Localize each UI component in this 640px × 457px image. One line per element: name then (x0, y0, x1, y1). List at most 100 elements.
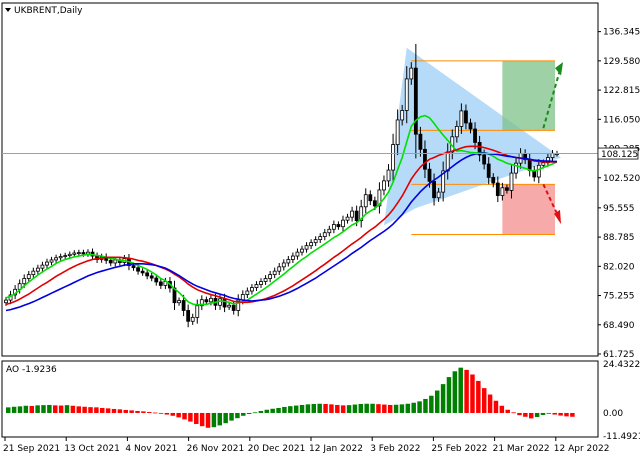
candle-body (245, 290, 250, 295)
candle-body (354, 210, 359, 222)
candle-body (336, 224, 341, 228)
candle-body (26, 274, 31, 279)
candle-body (514, 162, 518, 174)
candle-body (445, 151, 450, 172)
ao-bar (429, 395, 434, 413)
candle-body (491, 177, 496, 184)
ao-bar (276, 407, 281, 413)
candle-body (250, 287, 254, 292)
ao-bar (317, 403, 322, 413)
candle-body (195, 305, 200, 318)
ao-bar (358, 403, 364, 413)
ao-bar (505, 409, 510, 413)
candle-body (227, 304, 232, 308)
upside-target-zone (502, 60, 556, 131)
ao-bar (340, 405, 346, 413)
candle-body (204, 299, 209, 303)
ao-bar (105, 408, 111, 413)
ao-bar (117, 409, 123, 413)
ao-bar (305, 404, 311, 413)
ao-bar (53, 405, 58, 413)
candle-body (154, 277, 159, 283)
candle-body (236, 299, 241, 311)
ao-bar (534, 412, 540, 417)
price-tick-label: 75.255 (603, 292, 635, 302)
moving-averages (5, 114, 558, 312)
candle-body (382, 180, 386, 191)
price-tick-label: 122.815 (603, 86, 640, 96)
ao-bar (111, 408, 117, 413)
symbol-title: UKBRENT,Daily (5, 6, 83, 16)
candle-body (309, 242, 314, 247)
candle-body (67, 253, 72, 257)
candle-body (22, 278, 27, 285)
time-tick-label: 3 Feb 2022 (370, 444, 420, 454)
candle-body (149, 275, 154, 279)
ao-bar (423, 398, 428, 413)
indicator-title: AO -1.9236 (6, 365, 57, 375)
ao-bar (229, 412, 234, 421)
time-tick-label: 21 Mar 2022 (493, 444, 550, 454)
ao-bar (364, 403, 369, 413)
symbol-title-text: UKBRENT,Daily (14, 6, 83, 16)
time-tick-label: 12 Jan 2022 (309, 444, 363, 454)
down-arrow-head (554, 209, 562, 225)
ao-bar (528, 412, 534, 419)
ao-bar (123, 409, 129, 413)
price-tick-label: 82.020 (603, 262, 635, 272)
ao-bar (387, 404, 393, 413)
ao-bar (299, 404, 305, 413)
candle-body (209, 297, 213, 303)
candle-body (413, 67, 418, 135)
candle-body (536, 164, 541, 178)
candle-body (222, 298, 227, 308)
candle-body (436, 191, 441, 199)
candle-body (350, 210, 354, 218)
ao-bar (564, 412, 569, 417)
time-tick-label: 4 Nov 2021 (125, 444, 177, 454)
current-price-label: 108.125 (601, 150, 638, 160)
ao-bar (264, 409, 270, 413)
ao-bar (329, 404, 334, 413)
candle-body (76, 252, 81, 254)
ma-line-fast (5, 114, 558, 306)
candle-body (113, 259, 118, 264)
ao-bar (100, 407, 105, 413)
candle-body (231, 304, 236, 311)
ao-bar (323, 403, 328, 413)
candle-body (546, 157, 550, 164)
ao-bar (47, 404, 52, 413)
ao-bar (376, 404, 381, 413)
ao-bar (411, 402, 416, 413)
ao-bar (135, 410, 140, 413)
candle-body (4, 299, 8, 304)
ao-bar (194, 412, 199, 424)
ao-bar (476, 380, 481, 413)
candle-body (199, 299, 204, 307)
time-tick-label: 13 Oct 2021 (64, 444, 120, 454)
ao-bar (241, 412, 246, 416)
ao-bar (293, 405, 299, 413)
ao-bar (335, 404, 340, 413)
up-arrow-head (555, 62, 564, 76)
candle-body (313, 239, 318, 244)
candle-body (300, 248, 304, 253)
candle-body (441, 170, 446, 193)
ao-bar (288, 406, 293, 413)
ao-axis: 24.4322 0.00 -11.4921 (603, 360, 640, 442)
candle-body (81, 252, 86, 255)
ao-bar (546, 412, 552, 414)
candle-body (454, 126, 459, 138)
candle-body (509, 172, 514, 191)
candle-body (158, 281, 163, 286)
ao-bar (393, 404, 399, 413)
price-tick-label: 129.580 (603, 57, 640, 67)
candle-body (145, 272, 150, 277)
ao-bar (540, 412, 546, 415)
candle-body (409, 67, 414, 80)
candle-body (259, 281, 263, 285)
ao-bar (29, 405, 34, 413)
price-tick-label: 68.490 (603, 321, 635, 331)
ao-bar (176, 412, 181, 418)
price-tick-label: 95.555 (603, 204, 635, 214)
